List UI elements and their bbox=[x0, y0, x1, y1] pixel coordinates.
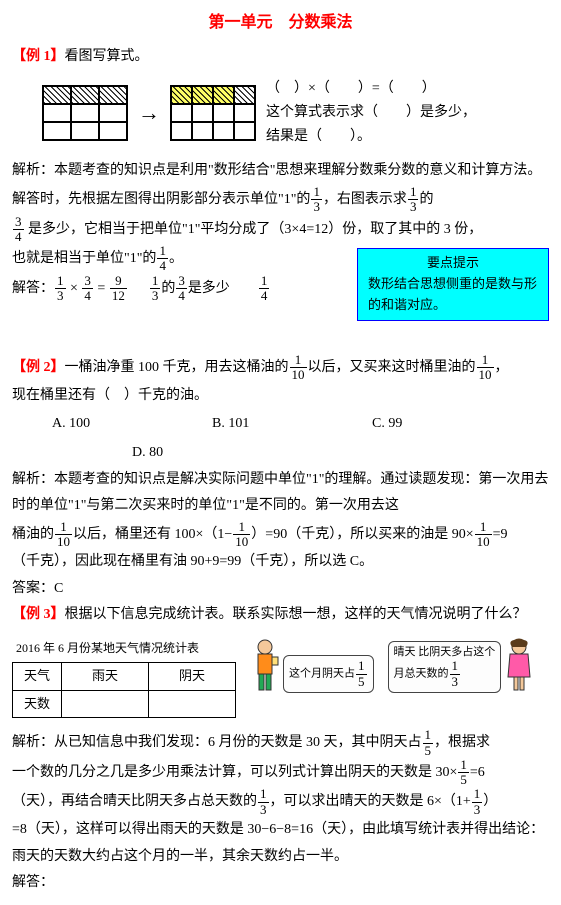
choice-a: A. 100 bbox=[52, 411, 212, 438]
boy-figure: 这个月阴天占15 bbox=[250, 637, 374, 693]
girl-bubble: 晴天 比阴天多占这个 月总天数的13 bbox=[388, 641, 502, 693]
ex1-side-text: （ ）×（ ）=（ ） 这个算式表示求（ ）是多少， 结果是（ ）。 bbox=[266, 77, 476, 148]
choice-d: D. 80 bbox=[132, 440, 549, 467]
ex1-prompt-line: 【例 1】看图写算式。 bbox=[12, 44, 549, 71]
th-days: 天数 bbox=[13, 690, 62, 718]
ex2-choices: A. 100 B. 101 C. 99 bbox=[52, 411, 549, 438]
ex3-analysis-2: 一个数的几分之几是多少用乘法计算，可以列式计算出阴天的天数是 30×15=6 bbox=[12, 758, 549, 788]
tip-box: 要点提示 数形结合思想侧重的是数与形的和谐对应。 bbox=[357, 248, 549, 320]
th-rain: 雨天 bbox=[62, 662, 149, 690]
ex3-figure-row: 2016 年 6 月份某地天气情况统计表 天气 雨天 阴天 天数 这个月阴天占1… bbox=[12, 637, 549, 718]
choice-c: C. 99 bbox=[372, 411, 492, 438]
th-cloudy: 阴天 bbox=[149, 662, 236, 690]
left-grid bbox=[42, 85, 128, 141]
unit-title: 第一单元 分数乘法 bbox=[12, 8, 549, 38]
th-weather: 天气 bbox=[13, 662, 62, 690]
ex2-analysis-3: （千克），因此现在桶里有油 90+9=99（千克），所以选 C。 bbox=[12, 549, 549, 576]
ex1-prompt: 看图写算式。 bbox=[65, 49, 149, 64]
desc-line2: 结果是（ ）。 bbox=[266, 125, 476, 149]
desc-line1: 这个算式表示求（ ）是多少， bbox=[266, 101, 476, 125]
stat-table-wrap: 2016 年 6 月份某地天气情况统计表 天气 雨天 阴天 天数 bbox=[12, 637, 236, 718]
cell-cloudy bbox=[149, 690, 236, 718]
boy-bubble: 这个月阴天占15 bbox=[283, 655, 374, 693]
girl-icon bbox=[504, 637, 534, 693]
cell-rain bbox=[62, 690, 149, 718]
ex3-prompt: 【例 3】根据以下信息完成统计表。联系实际想一想，这样的天气情况说明了什么？ bbox=[12, 602, 549, 629]
frac-1-3: 13 bbox=[408, 185, 419, 215]
ex3-answer: 解答： bbox=[12, 870, 549, 897]
ex3-label: 【例 3】 bbox=[12, 607, 65, 622]
stat-table: 天气 雨天 阴天 天数 bbox=[12, 662, 236, 718]
frac-1-4: 14 bbox=[157, 244, 168, 274]
girl-figure: 晴天 比阴天多占这个 月总天数的13 bbox=[388, 637, 535, 693]
ex2-analysis-1: 解析：本题考查的知识点是解决实际问题中单位"1"的理解。通过读题发现：第一次用去… bbox=[12, 467, 549, 520]
choice-b: B. 101 bbox=[212, 411, 372, 438]
frac-1-3: 13 bbox=[311, 185, 322, 215]
ex3-analysis-1: 解析：从已知信息中我们发现：6 月份的天数是 30 天，其中阴天占15，根据求 bbox=[12, 728, 549, 758]
eq-line: （ ）×（ ）=（ ） bbox=[266, 77, 476, 101]
ex2-prompt-2: 现在桶里还有（ ）千克的油。 bbox=[12, 383, 549, 410]
ex1-label: 【例 1】 bbox=[12, 49, 65, 64]
right-grid bbox=[170, 85, 256, 141]
ex3-analysis-4: =8（天），这样可以得出雨天的天数是 30−6−8=16（天），由此填写统计表并… bbox=[12, 817, 549, 870]
table-caption: 2016 年 6 月份某地天气情况统计表 bbox=[12, 637, 236, 660]
ex2-label: 【例 2】 bbox=[12, 360, 65, 375]
ex3-analysis-3: （天），再结合晴天比阴天多占总天数的13，可以求出晴天的天数是 6×（1+13） bbox=[12, 787, 549, 817]
ex1-analysis-1: 解析：本题考查的知识点是利用"数形结合"思想来理解分数乘分数的意义和计算方法。解… bbox=[12, 158, 549, 214]
frac-3-4: 34 bbox=[13, 215, 24, 245]
ex2-answer: 答案：C bbox=[12, 576, 549, 603]
ex1-analysis-2: 34 是多少，它相当于把单位"1"平均分成了（3×4=12）份，取了其中的 3 … bbox=[12, 215, 549, 245]
ex1-figure: → （ ）×（ ）=（ ） 这个算式表示求（ ）是多少， 结果是（ ）。 bbox=[42, 77, 549, 148]
tip-title: 要点提示 bbox=[368, 253, 538, 274]
ex2-prompt: 【例 2】一桶油净重 100 千克，用去这桶油的110以后，又买来这时桶里油的1… bbox=[12, 353, 549, 383]
arrow-icon: → bbox=[138, 92, 160, 134]
ex2-analysis-2: 桶油的110以后，桶里还有 100×（1−110）=90（千克），所以买来的油是… bbox=[12, 520, 549, 550]
frac-1-10: 110 bbox=[290, 353, 307, 383]
boy-icon bbox=[250, 637, 280, 693]
tip-body: 数形结合思想侧重的是数与形的和谐对应。 bbox=[368, 276, 537, 312]
